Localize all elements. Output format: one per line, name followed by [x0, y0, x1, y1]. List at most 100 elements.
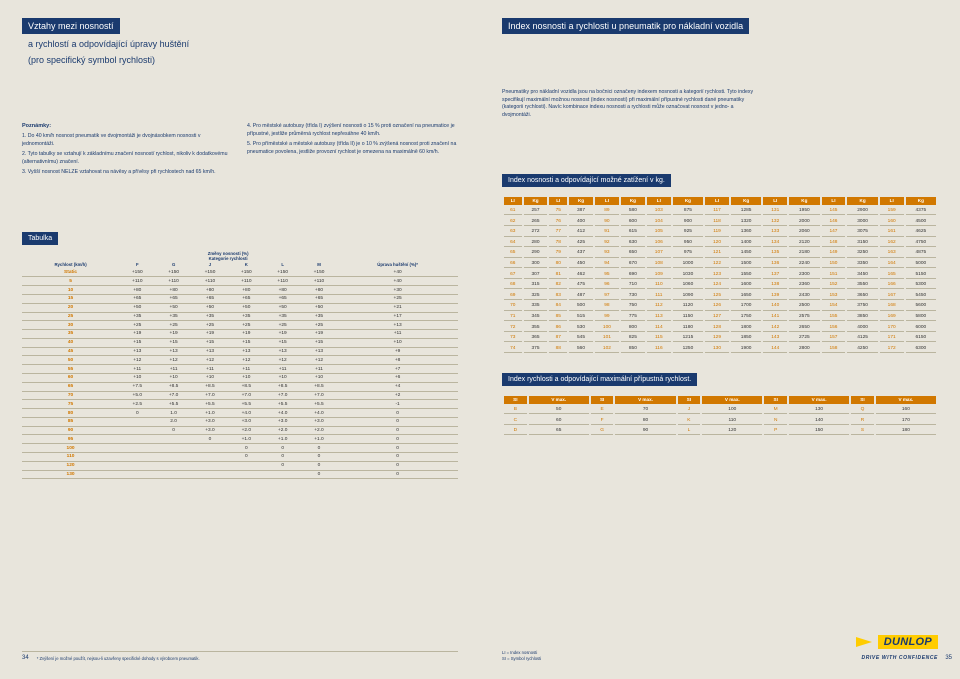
li-cell: 650 — [621, 249, 645, 258]
left-page: Vztahy mezi nosností a rychlostí a odpov… — [0, 0, 480, 679]
si-th: V max. — [876, 396, 936, 404]
cap-cell: 0 — [337, 461, 458, 470]
cap-cell: +65 — [301, 294, 337, 303]
li-cell: 4875 — [906, 249, 936, 258]
li-cell: 487 — [569, 291, 593, 300]
si-cell: S — [851, 427, 874, 436]
cap-cell: +80 — [119, 286, 155, 295]
cap-cell: 120 — [22, 461, 119, 470]
li-cell: 123 — [705, 270, 729, 279]
li-cell: 875 — [673, 207, 703, 216]
note-1: 1. Do 40 km/h nosnost pneumatik ve dvojm… — [22, 133, 233, 148]
cap-cell: 0 — [337, 426, 458, 435]
cap-cell: +13 — [228, 347, 264, 356]
li-cell: 6150 — [906, 334, 936, 343]
li-cell: 560 — [569, 344, 593, 353]
cap-cell: +10 — [119, 374, 155, 383]
li-cell: 1320 — [731, 217, 761, 226]
cap-cell: +110 — [155, 277, 191, 286]
cap-cell: +13 — [119, 347, 155, 356]
cap-cell: +80 — [301, 286, 337, 295]
li-cell: 132 — [763, 217, 787, 226]
li-cell: 750 — [621, 302, 645, 311]
cap-cell — [119, 470, 155, 479]
si-cell: M — [764, 406, 787, 415]
cap-cell: +12 — [155, 356, 191, 365]
li-cell: 129 — [705, 334, 729, 343]
li-cell: 124 — [705, 281, 729, 290]
li-cell: 148 — [822, 239, 846, 248]
th-F: F — [119, 262, 155, 269]
cap-cell: +65 — [192, 294, 228, 303]
cap-cell: 75 — [22, 400, 119, 409]
cap-cell: +12 — [264, 356, 300, 365]
li-cell: 125 — [705, 291, 729, 300]
li-cell: 2575 — [789, 313, 819, 322]
li-cell: 105 — [647, 228, 671, 237]
li-cell: 62 — [504, 217, 522, 226]
cap-cell: +19 — [301, 330, 337, 339]
li-cell: 425 — [569, 239, 593, 248]
cap-cell: +35 — [119, 312, 155, 321]
cap-cell: +7.5 — [119, 382, 155, 391]
li-cell: 79 — [549, 249, 567, 258]
li-cell: 116 — [647, 344, 671, 353]
li-cell: 1900 — [731, 344, 761, 353]
li-cell: 2120 — [789, 239, 819, 248]
cap-cell: +12 — [301, 356, 337, 365]
cap-cell: +3.0 — [301, 417, 337, 426]
cap-cell: +7.0 — [228, 391, 264, 400]
cap-cell: 65 — [22, 382, 119, 391]
li-cell: 670 — [621, 260, 645, 269]
li-cell: 2650 — [789, 323, 819, 332]
cap-cell: +6 — [337, 374, 458, 383]
cap-cell: +10 — [337, 338, 458, 347]
cap-cell: +13 — [192, 347, 228, 356]
li-cell: 462 — [569, 270, 593, 279]
cap-cell: +3.0 — [264, 417, 300, 426]
li-cell: 77 — [549, 228, 567, 237]
cap-cell: Static — [22, 269, 119, 277]
li-cell: 2000 — [789, 217, 819, 226]
li-th: LI — [880, 197, 904, 205]
notes-col1: Poznámky: 1. Do 40 km/h nosnost pneumati… — [22, 123, 233, 177]
cap-cell: +10 — [192, 374, 228, 383]
li-cell: 1750 — [731, 313, 761, 322]
cap-cell: 25 — [22, 312, 119, 321]
li-cell: 1650 — [731, 291, 761, 300]
tagline: DRIVE WITH CONFIDENCE — [862, 655, 939, 661]
cap-cell: +1.0 — [192, 409, 228, 418]
cap-cell: +30 — [337, 286, 458, 295]
cap-cell — [228, 461, 264, 470]
cap-cell: +150 — [301, 269, 337, 277]
li-cell: 143 — [763, 334, 787, 343]
cap-cell: 0 — [264, 461, 300, 470]
li-cell: 3850 — [847, 313, 877, 322]
li-cell: 2500 — [789, 302, 819, 311]
cap-cell: 70 — [22, 391, 119, 400]
cap-cell — [192, 470, 228, 479]
cap-cell: +40 — [337, 269, 458, 277]
li-cell: 110 — [647, 281, 671, 290]
cap-cell: +25 — [119, 321, 155, 330]
cap-cell: +12 — [192, 356, 228, 365]
cap-cell: +19 — [228, 330, 264, 339]
cap-cell: +25 — [192, 321, 228, 330]
li-cell: 150 — [822, 260, 846, 269]
li-cell: 2900 — [847, 207, 877, 216]
li-cell: 450 — [569, 260, 593, 269]
li-cell: 307 — [524, 270, 548, 279]
note-4: 4. Pro městské autobusy (třída I) zvýšen… — [247, 123, 458, 138]
li-cell: 335 — [524, 302, 548, 311]
li-cell: 80 — [549, 260, 567, 269]
li-cell: 1400 — [731, 239, 761, 248]
cap-cell: +15 — [264, 338, 300, 347]
cap-cell: 1.0 — [155, 409, 191, 418]
li-cell: 925 — [673, 228, 703, 237]
li-cell: 2800 — [789, 344, 819, 353]
note-2: 2. Tyto tabulky se vztahují k základnímu… — [22, 151, 233, 166]
notes-block: Poznámky: 1. Do 40 km/h nosnost pneumati… — [22, 123, 458, 177]
si-cell: K — [678, 416, 701, 425]
si-cell: 150 — [789, 427, 849, 436]
cap-cell: +50 — [301, 303, 337, 312]
